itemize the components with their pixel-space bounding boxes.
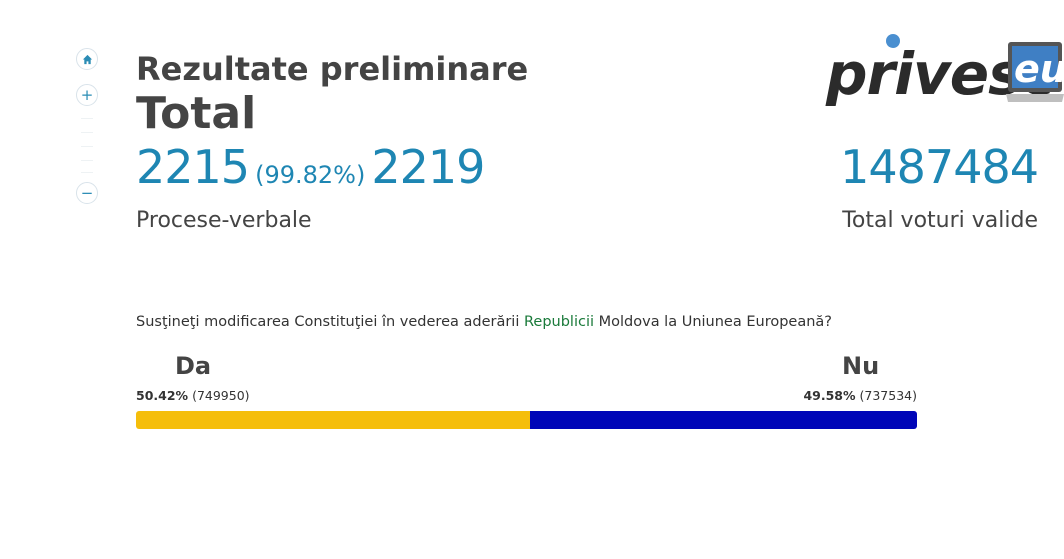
minus-icon: − bbox=[80, 183, 94, 202]
zoom-slider-tick[interactable] bbox=[81, 118, 93, 119]
zoom-out-button[interactable]: − bbox=[76, 182, 98, 204]
zoom-slider-tick[interactable] bbox=[81, 132, 93, 133]
zoom-in-button[interactable]: + bbox=[76, 84, 98, 106]
results-bar bbox=[136, 411, 917, 429]
reports-total: 2219 bbox=[371, 140, 485, 194]
option-yes-count: (749950) bbox=[192, 388, 250, 403]
logo-dot bbox=[886, 34, 900, 48]
home-button[interactable] bbox=[76, 48, 98, 70]
option-no-label: Nu bbox=[842, 352, 880, 380]
option-no-stats: 49.58% (737534) bbox=[803, 388, 917, 403]
option-no-percent: 49.58% bbox=[803, 388, 856, 403]
results-bar-no bbox=[529, 411, 917, 429]
laptop-icon: eu bbox=[1006, 42, 1064, 102]
question-text-2: Moldova la Uniunea Europeană? bbox=[594, 314, 832, 330]
reports-label: Procese-verbale bbox=[136, 208, 312, 233]
plus-icon: + bbox=[80, 85, 94, 104]
question-highlight: Republicii bbox=[523, 314, 595, 330]
question-text-1: Susţineţi modificarea Constituţiei în ve… bbox=[136, 314, 524, 330]
reports-percent: (99.82%) bbox=[255, 161, 366, 189]
zoom-slider-tick[interactable] bbox=[81, 172, 93, 173]
total-valid-votes-label: Total voturi valide bbox=[842, 208, 1038, 233]
home-icon bbox=[82, 54, 93, 65]
option-yes-label: Da bbox=[175, 352, 212, 380]
logo-suffix: eu bbox=[1014, 47, 1064, 91]
page-subtitle: Total bbox=[136, 88, 257, 139]
referendum-question: Susţineţi modificarea Constituţiei în ve… bbox=[136, 314, 832, 330]
zoom-slider-tick[interactable] bbox=[81, 146, 93, 147]
reports-processed: 2215 bbox=[136, 140, 250, 194]
page-title: Rezultate preliminare bbox=[136, 50, 529, 88]
results-bar-yes bbox=[136, 411, 530, 429]
zoom-slider-tick[interactable] bbox=[81, 160, 93, 161]
option-yes-stats: 50.42% (749950) bbox=[136, 388, 250, 403]
option-yes-percent: 50.42% bbox=[136, 388, 189, 403]
option-no-count: (737534) bbox=[859, 388, 917, 403]
reports-counter: 2215 (99.82%) 2219 bbox=[136, 140, 485, 194]
privesc-logo: privesc eu bbox=[826, 34, 1064, 108]
total-valid-votes: 1487484 bbox=[840, 140, 1039, 194]
